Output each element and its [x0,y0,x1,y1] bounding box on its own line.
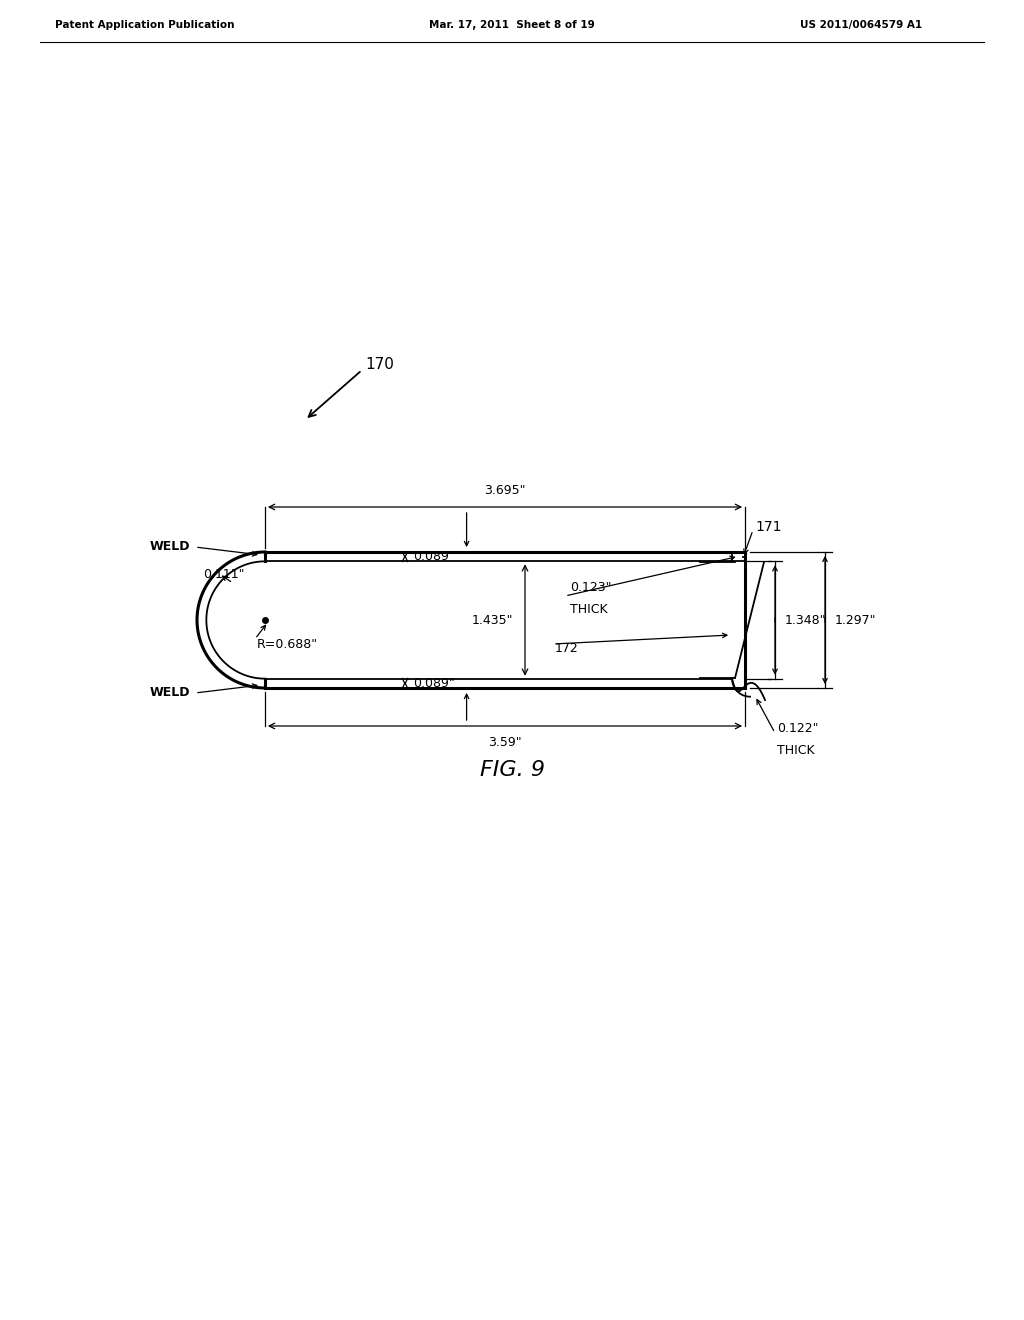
Text: 0.089": 0.089" [413,550,455,564]
Text: R=0.688": R=0.688" [257,639,318,652]
Text: 172: 172 [555,642,579,655]
Text: 1.435": 1.435" [471,614,513,627]
Text: 1.297": 1.297" [835,614,877,627]
Text: 3.695": 3.695" [484,484,525,498]
Text: Patent Application Publication: Patent Application Publication [55,20,234,30]
Text: 1.348": 1.348" [785,614,826,627]
Text: 0.089": 0.089" [413,677,455,690]
Text: WELD: WELD [150,686,190,700]
Text: THICK: THICK [777,743,815,756]
Text: Mar. 17, 2011  Sheet 8 of 19: Mar. 17, 2011 Sheet 8 of 19 [429,20,595,30]
Text: 0.123": 0.123" [570,581,611,594]
Text: 170: 170 [365,358,394,372]
Text: 0.122": 0.122" [777,722,818,734]
Text: US 2011/0064579 A1: US 2011/0064579 A1 [800,20,923,30]
Text: 0.111": 0.111" [203,569,245,582]
Text: THICK: THICK [570,603,607,616]
Text: 171: 171 [755,520,781,535]
Text: 3.59": 3.59" [488,737,522,748]
Text: FIG. 9: FIG. 9 [479,760,545,780]
Text: WELD: WELD [150,540,190,553]
